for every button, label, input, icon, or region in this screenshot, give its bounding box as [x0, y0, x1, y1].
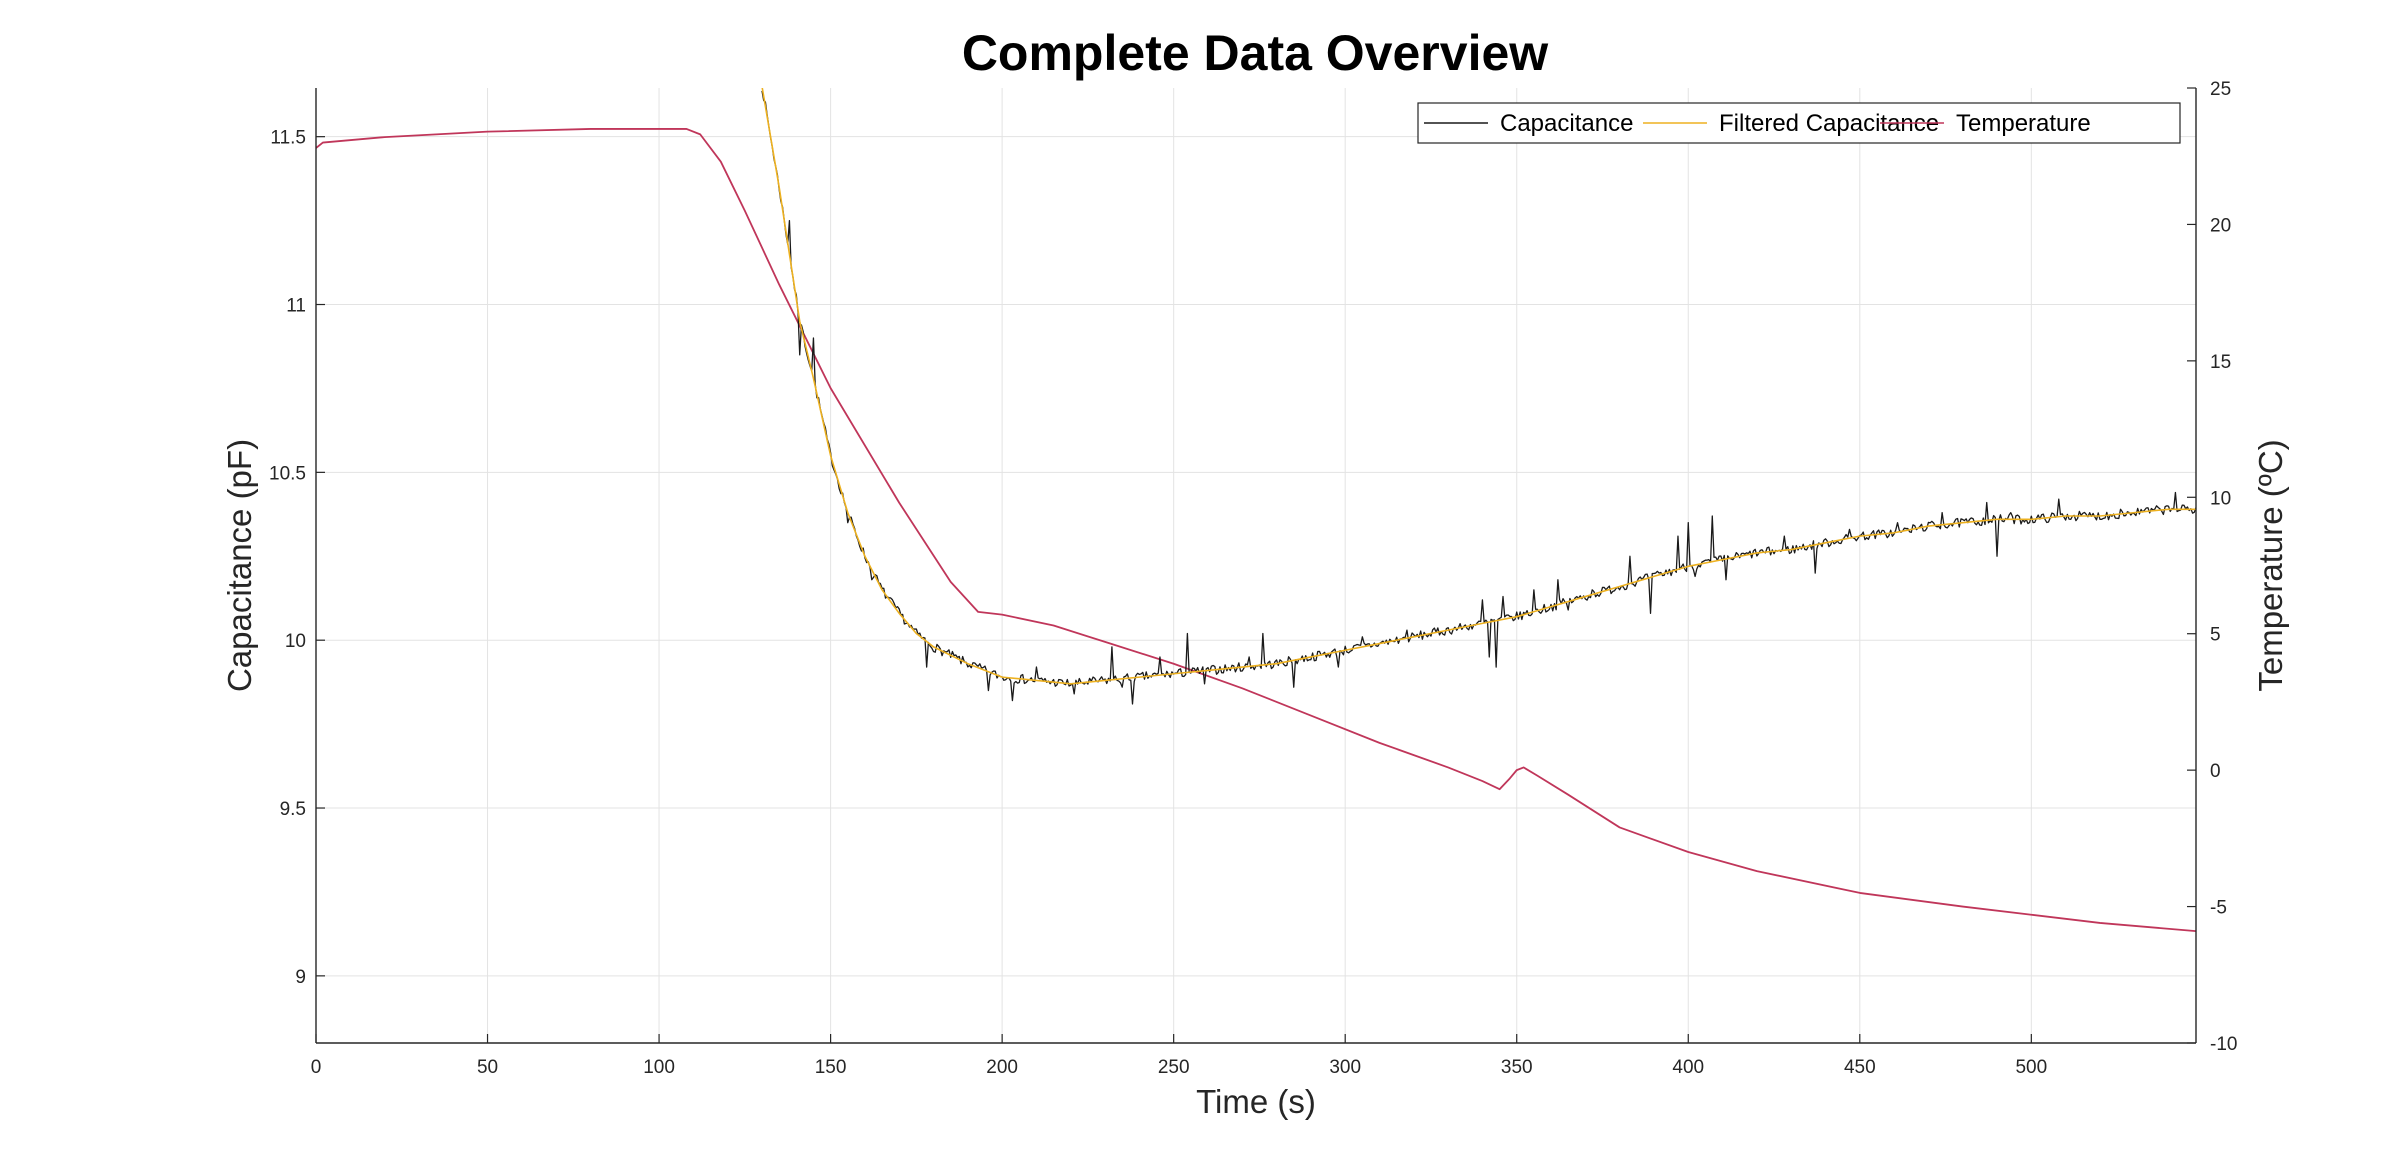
x-tick-label: 250 — [1158, 1057, 1190, 1078]
y-right-tick-label: -10 — [2210, 1034, 2237, 1055]
plot-background — [316, 88, 2196, 1043]
x-axis-label: Time (s) — [1196, 1083, 1316, 1120]
y-right-tick-label: 0 — [2210, 761, 2221, 782]
plot-area: 0 50 100 150 200 250 300 350 400 450 50099.51010.5… — [269, 79, 2237, 1078]
y-right-tick-label: 5 — [2210, 625, 2221, 646]
series-layer — [316, 88, 2196, 933]
x-tick-label: 450 — [1844, 1057, 1876, 1078]
y-right-tick-label: 15 — [2210, 352, 2231, 373]
x-tick-label: 350 — [1501, 1057, 1533, 1078]
y-left-tick-label: 11 — [286, 296, 306, 317]
chart-title: Complete Data Overview — [962, 25, 1548, 81]
legend-box — [1417, 102, 2181, 144]
x-tick-label: 400 — [1672, 1057, 1704, 1078]
x-tick-label: 50 — [477, 1057, 498, 1078]
y-right-tick-label: 25 — [2210, 79, 2231, 100]
y-right-tick-label: 20 — [2210, 215, 2231, 236]
y-left-tick-label: 10 — [285, 631, 306, 652]
legend-label: Temperature — [1956, 110, 2091, 137]
y-right-tick-label: 10 — [2210, 488, 2231, 509]
series-line-temperature — [316, 128, 2196, 933]
x-tick-label: 150 — [815, 1057, 847, 1078]
legend-label: Capacitance — [1500, 110, 1633, 137]
y-right-tick-label: -5 — [2210, 898, 2227, 919]
y-left-tick-label: 11.5 — [270, 128, 306, 149]
x-tick-label: 100 — [643, 1057, 675, 1078]
y-axis-left-label: Capacitance (pF) — [221, 439, 258, 692]
y-left-tick-label: 10.5 — [269, 463, 306, 484]
legend: Capacitance Filtered Capacitance Temperatu… — [1417, 102, 2181, 144]
series-line-filtered-capacitance — [761, 88, 2196, 685]
x-tick-label: 200 — [986, 1057, 1018, 1078]
x-tick-label: 0 — [311, 1057, 322, 1078]
axes — [315, 87, 2197, 1044]
y-axis-right-label: Temperature (ºC) — [2252, 439, 2289, 691]
y-left-tick-label: 9.5 — [280, 799, 306, 820]
x-tick-label: 300 — [1329, 1057, 1361, 1078]
tick-labels: 0 50 100 150 200 250 300 350 400 450 50099.51010.5… — [269, 79, 2237, 1078]
x-tick-label: 500 — [2015, 1057, 2047, 1078]
y-left-tick-label: 9 — [295, 967, 306, 988]
